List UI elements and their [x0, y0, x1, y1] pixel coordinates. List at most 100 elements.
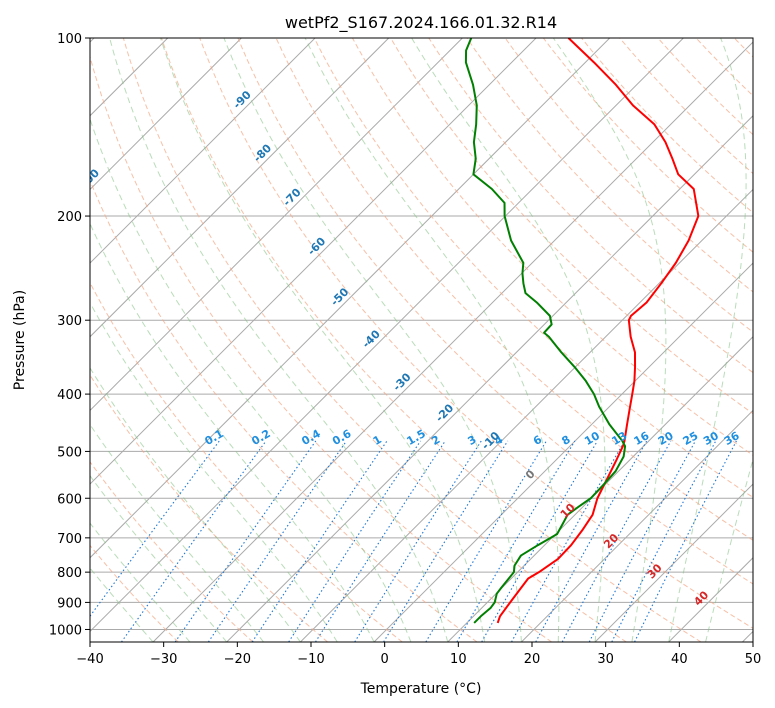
moist-adiabat-line	[90, 366, 301, 642]
moist-adiabat-line	[90, 423, 264, 642]
dry-adiabat-line	[695, 38, 753, 97]
mixing-ratio-label: 25	[681, 429, 701, 448]
dry-adiabat-line	[199, 38, 753, 629]
mixing-ratio-line	[207, 440, 347, 642]
mixing-ratio-line	[90, 440, 220, 618]
dry-adiabat-line	[352, 38, 753, 456]
mixing-ratio-label: 20	[656, 429, 676, 448]
isotherm-line	[594, 483, 753, 642]
isotherm-label: -10	[479, 429, 502, 452]
dry-adiabat-line	[428, 38, 753, 374]
dry-adiabat-line	[619, 38, 753, 175]
mixing-ratio-label: 36	[722, 429, 742, 448]
isotherm-line	[373, 262, 753, 642]
isotherm-line	[90, 38, 537, 485]
y-tick-label: 1000	[49, 623, 82, 638]
moist-adiabat-line	[705, 457, 753, 642]
isotherm-line	[668, 557, 753, 642]
isotherm-line	[90, 38, 316, 264]
x-tick-label: −30	[150, 652, 177, 667]
x-tick-label: 40	[671, 652, 688, 667]
temperature-profile-line	[496, 38, 700, 624]
dry-adiabat-line	[90, 281, 403, 642]
dewpoint-profile-line	[464, 38, 627, 624]
mixing-ratio-label: 2	[429, 433, 442, 448]
mixing-ratio-line	[315, 440, 446, 642]
isotherm-line	[90, 38, 390, 338]
y-tick-label: 100	[57, 32, 82, 47]
mixing-ratio-line	[425, 440, 547, 642]
y-tick-label: 300	[57, 314, 82, 329]
moist-adiabat-line	[90, 301, 338, 642]
isotherm-line	[90, 38, 684, 633]
isotherm-label: 40	[691, 588, 711, 608]
x-tick-label: 0	[381, 652, 389, 667]
mixing-ratio-line	[456, 440, 576, 642]
x-tick-label: 30	[597, 652, 614, 667]
x-tick-label: −40	[76, 652, 103, 667]
dry-adiabat-line	[313, 38, 753, 499]
moist-adiabat-line	[90, 567, 154, 642]
grid-layer	[90, 38, 753, 642]
mixing-ratio-line	[174, 440, 317, 642]
mixing-ratio-label: 0.4	[299, 427, 323, 448]
dry-adiabat-line	[161, 38, 702, 642]
y-tick-label: 900	[57, 596, 82, 611]
dry-adiabat-line	[275, 38, 753, 541]
isotherm-label: 10	[558, 501, 578, 521]
y-tick-label: 200	[57, 210, 82, 225]
isotherm-label: 20	[601, 531, 621, 551]
isotherm-line	[90, 38, 611, 559]
moist-adiabat-line	[668, 38, 747, 642]
dry-adiabat-line	[237, 38, 753, 585]
mixing-ratio-line	[611, 440, 717, 642]
x-tick-label: 50	[745, 652, 762, 667]
y-tick-label: 500	[57, 445, 82, 460]
chart-title: wetPf2_S167.2024.166.01.32.R14	[285, 13, 557, 33]
isotherm-label: -80	[251, 141, 274, 164]
mixing-ratio-line	[354, 440, 482, 642]
x-tick-label: 10	[450, 652, 467, 667]
mixing-ratio-label: 1	[371, 433, 384, 448]
y-tick-label: 800	[57, 566, 82, 581]
moist-adiabat-line	[109, 38, 449, 642]
isotherm-line	[90, 38, 463, 412]
mixing-ratio-line	[120, 440, 267, 642]
mixing-ratio-label: 0.1	[203, 427, 226, 448]
mixing-ratio-line	[288, 440, 422, 642]
mixing-ratio-line	[481, 440, 598, 642]
moist-adiabat-line	[304, 38, 560, 642]
isotherm-line	[226, 115, 753, 642]
dry-adiabat-line	[90, 374, 328, 642]
dry-adiabat-line	[90, 179, 478, 642]
y-tick-label: 400	[57, 388, 82, 403]
mixing-ratio-line	[535, 440, 648, 642]
isotherm-label: -30	[390, 370, 413, 393]
isotherm-label: -100	[73, 166, 102, 195]
axis-layer: −40 −30 −20 −10 0 10 20 30 40 50 1000 900 800 700 600 5…	[49, 32, 761, 667]
x-axis-label: Temperature (°C)	[360, 681, 482, 697]
isotherm-label: -40	[360, 327, 383, 350]
y-axis-label: Pressure (hPa)	[12, 290, 28, 390]
isotherm-line	[90, 38, 242, 191]
dry-adiabat-line	[122, 38, 627, 642]
moist-adiabat-line	[411, 38, 606, 642]
isopleth-layer	[90, 38, 753, 642]
isopleth-label-layer: 0.1 0.2 0.4 0.6 1 1.5 2 3 4 6 8 10 13 16 20 25 30 36-100-…	[73, 88, 742, 608]
isotherm-label: -50	[328, 285, 351, 308]
x-tick-label: −10	[297, 652, 324, 667]
isotherm-label: -90	[231, 88, 254, 111]
mixing-ratio-line	[251, 440, 388, 642]
isotherm-line	[152, 41, 753, 642]
y-tick-label: 600	[57, 492, 82, 507]
moist-adiabat-line	[223, 38, 522, 642]
moist-adiabat-line	[90, 522, 191, 642]
isotherm-line	[742, 630, 753, 642]
isotherm-label: 30	[645, 561, 665, 581]
x-tick-label: 20	[524, 652, 541, 667]
isotherm-line	[521, 409, 753, 642]
moist-adiabat-line	[90, 117, 412, 642]
dry-adiabat-line	[504, 38, 753, 293]
isotherm-line	[447, 336, 753, 642]
